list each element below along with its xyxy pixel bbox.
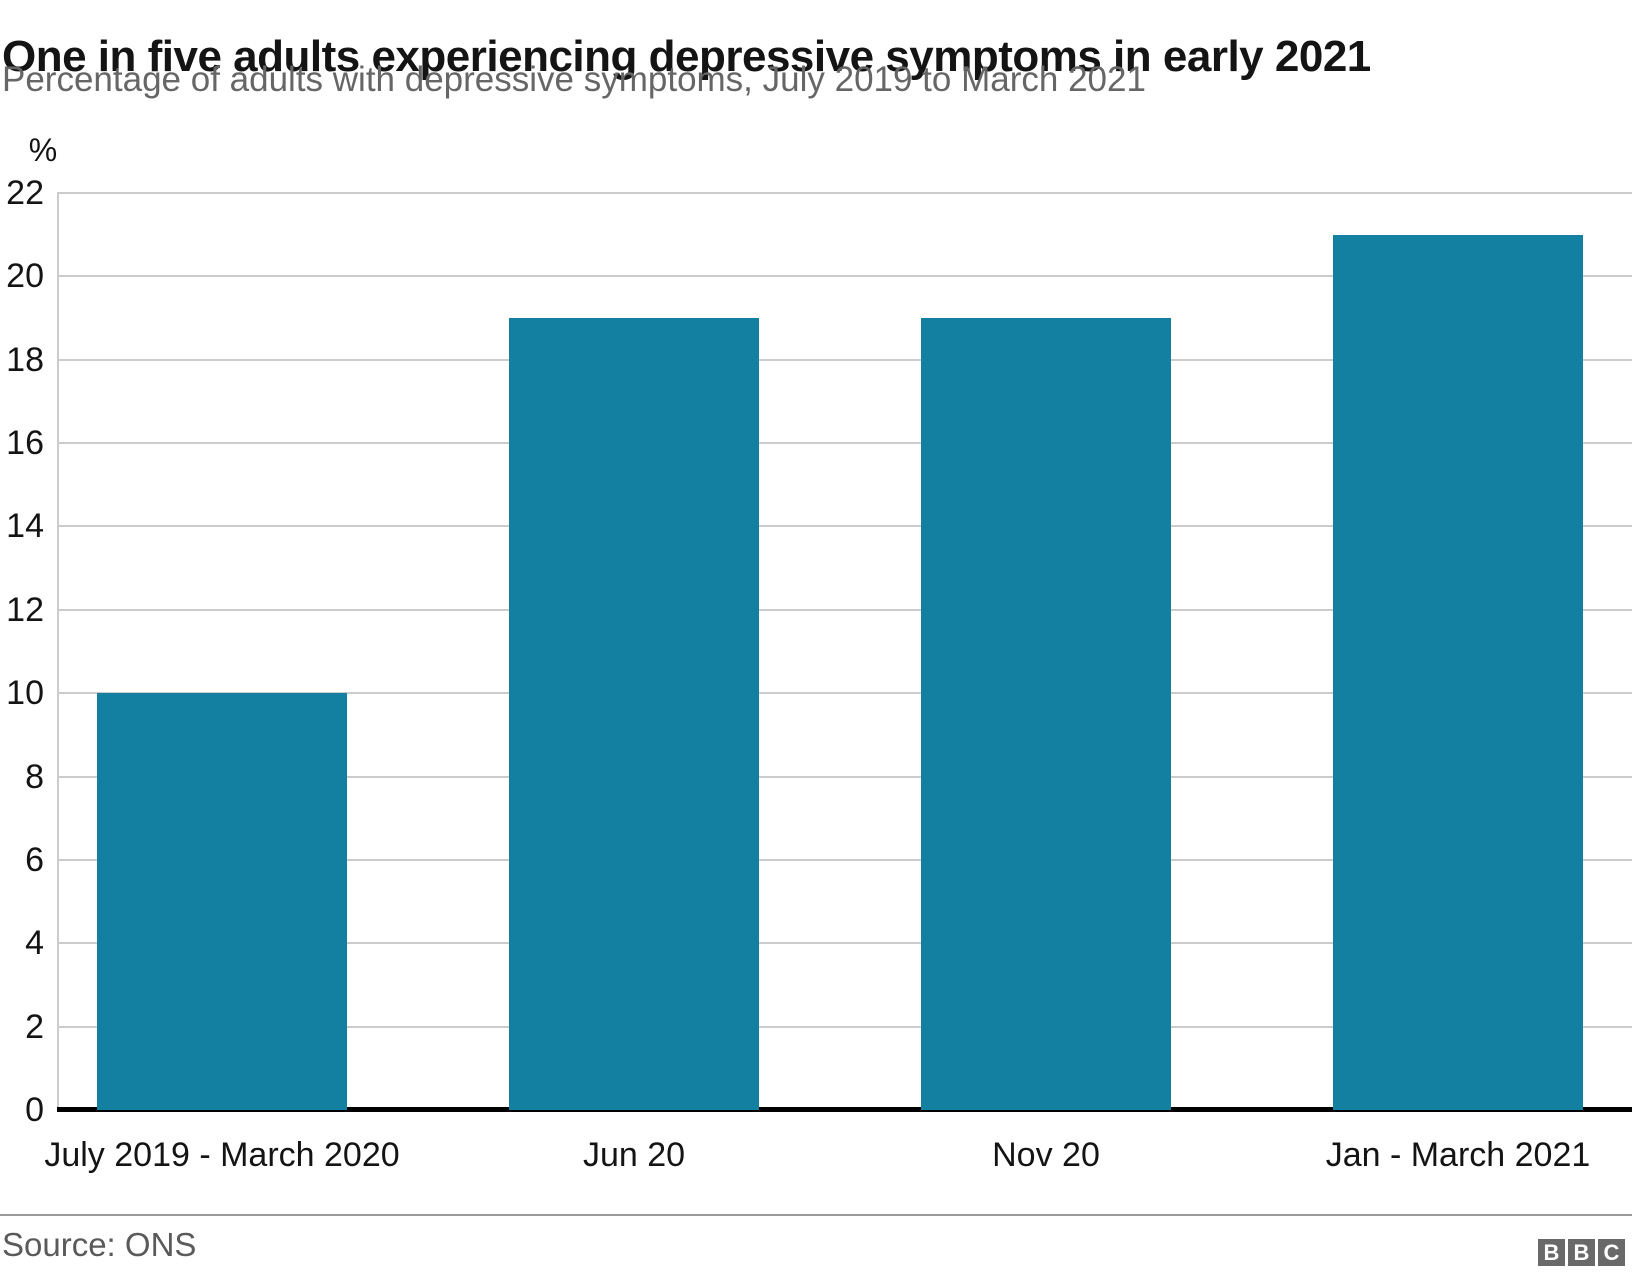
bar-4: [1333, 235, 1583, 1110]
bbc-logo-letter-2: B: [1568, 1239, 1595, 1266]
gridline-8: [57, 775, 1632, 778]
y-tick-label-4: 4: [25, 924, 44, 963]
x-axis-labels: July 2019 - March 2020 Jun 20 Nov 20 Jan - …: [44, 1130, 1632, 1180]
source-label: Source: ONS: [2, 1226, 197, 1263]
bbc-logo-letter-3: C: [1598, 1239, 1625, 1266]
x-axis-label-1: July 2019 - March 2020: [44, 1136, 400, 1174]
gridline-14: [57, 525, 1632, 528]
y-tick-label-18: 18: [6, 340, 44, 379]
plot-area: [57, 192, 1632, 1112]
y-axis-line: [57, 193, 59, 1110]
y-tick-label-12: 12: [6, 590, 44, 629]
gridline-18: [57, 358, 1632, 361]
gridline-16: [57, 442, 1632, 445]
chart-title: One in five adults experiencing depressi…: [2, 32, 1371, 82]
y-axis-tick-labels: 0 2 4 6 8 10 12 14 16 18 20 22: [0, 174, 44, 1129]
footer-divider: [0, 1214, 1632, 1216]
y-tick-label-2: 2: [25, 1007, 44, 1046]
gridline-22: [57, 192, 1632, 194]
bbc-logo-letter-1: B: [1538, 1239, 1565, 1266]
x-axis-label-2: Jun 20: [582, 1136, 686, 1174]
x-axis-baseline: [57, 1107, 1632, 1112]
y-tick-label-16: 16: [6, 424, 44, 463]
gridline-6: [57, 858, 1632, 861]
y-tick-label-8: 8: [25, 757, 44, 796]
bar-2: [509, 318, 759, 1110]
chart-subtitle: Percentage of adults with depressive sym…: [2, 60, 1146, 99]
gridline-12: [57, 608, 1632, 611]
y-tick-label-0: 0: [25, 1091, 44, 1129]
y-tick-label-14: 14: [6, 507, 44, 546]
gridline-2: [57, 1025, 1632, 1028]
y-tick-label-10: 10: [6, 674, 44, 713]
y-tick-label-20: 20: [6, 257, 44, 296]
y-tick-label-6: 6: [25, 840, 44, 879]
y-tick-label-22: 22: [6, 174, 44, 212]
x-axis-label-4: Jan - March 2021: [1325, 1136, 1591, 1174]
y-axis-unit-label: %: [28, 132, 58, 168]
x-axis-label-3: Nov 20: [992, 1136, 1100, 1174]
gridline-4: [57, 942, 1632, 945]
gridline-10: [57, 692, 1632, 695]
gridline-20: [57, 275, 1632, 278]
bar-1: [97, 693, 347, 1110]
bar-3: [921, 318, 1171, 1110]
